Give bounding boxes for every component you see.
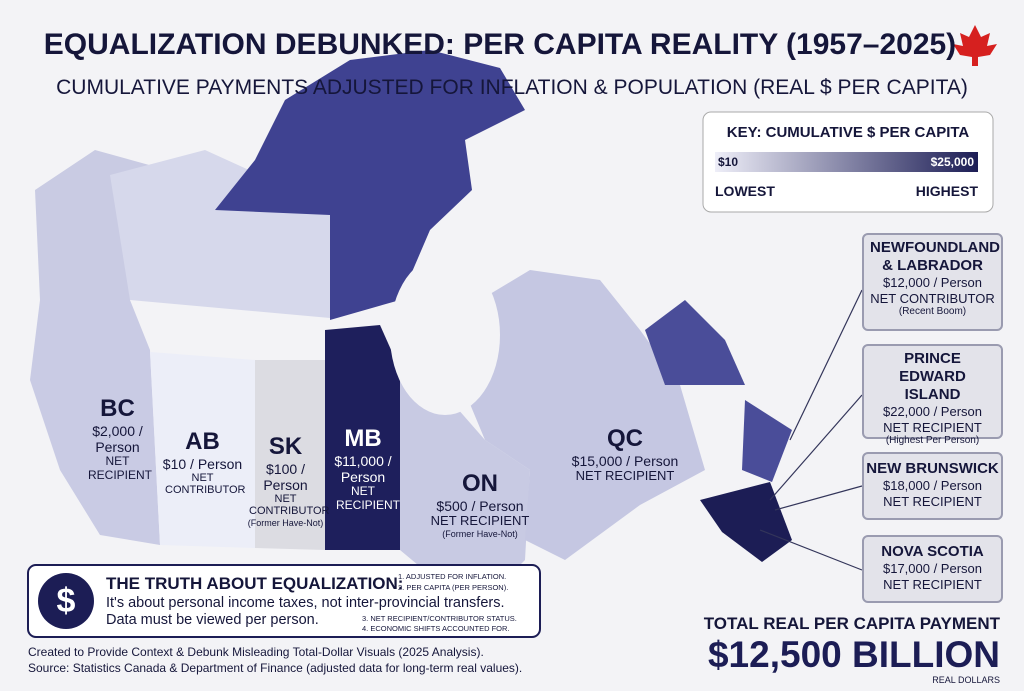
callout: NEWFOUNDLAND & LABRADOR $12,000 / Person… (862, 233, 1003, 331)
callout-name: NEWFOUNDLAND & LABRADOR (870, 239, 1000, 274)
callout-status: NET CONTRIBUTOR (870, 290, 995, 306)
key-title: KEY: CUMULATIVE $ PER CAPITA (726, 124, 970, 141)
subtitle: CUMULATIVE PAYMENTS ADJUSTED FOR INFLATI… (56, 76, 968, 99)
key-gradient (715, 152, 978, 172)
connector (789, 289, 863, 441)
province-status: NET CONTRIBUTOR (249, 492, 330, 518)
key-high: HIGHEST (915, 183, 978, 199)
saskatchewan (255, 360, 325, 550)
key-low: LOWEST (715, 183, 775, 199)
province-label: MB $11,000 / Person NET RECIPIENT (326, 425, 400, 512)
manitoba (325, 325, 400, 550)
british-columbia (30, 300, 160, 545)
alberta (150, 352, 255, 548)
callout-status: NET RECIPIENT (883, 576, 982, 592)
province-label: BC $2,000 / Person NET RECIPIENT (80, 395, 155, 482)
truth-body: It's about personal income taxes, not in… (106, 595, 505, 628)
province-label: SK $100 / Person NET CONTRIBUTOR (Former… (243, 433, 330, 529)
callout: NOVA SCOTIA $17,000 / Person NET RECIPIE… (862, 535, 1003, 603)
truth-note: 1. ADJUSTED FOR INFLATION. (398, 572, 507, 581)
labrador (645, 300, 745, 385)
connectors (759, 289, 863, 571)
callout: NEW BRUNSWICK $18,000 / Person NET RECIP… (862, 452, 1003, 520)
province-code: AB (185, 428, 220, 455)
connector (769, 394, 863, 501)
connector (774, 485, 863, 511)
hudson-bay (390, 255, 500, 415)
footer-line: Source: Statistics Canada & Department o… (28, 661, 523, 675)
callout-amount: $18,000 / Person (882, 478, 983, 493)
total-label: TOTAL REAL PER CAPITA PAYMENT (703, 614, 1000, 633)
title: EQUALIZATION DEBUNKED: PER CAPITA REALIT… (43, 28, 957, 61)
key-min: $10 (718, 155, 739, 169)
total-amount: $12,500 BILLION (707, 634, 1000, 675)
truth-title: THE TRUTH ABOUT EQUALIZATION: (106, 574, 404, 593)
callout-amount: $12,000 / Person (882, 275, 983, 290)
callout-note: (Recent Boom) (898, 306, 967, 318)
province-status: NET RECIPIENT (336, 483, 401, 512)
province-amount: $2,000 / Person (92, 422, 143, 455)
callout-name: PRINCE EDWARD ISLAND (899, 350, 966, 403)
ontario (400, 370, 530, 605)
quebec (460, 270, 705, 560)
province-amount: $500 / Person (436, 497, 524, 514)
key-max: $25,000 (930, 155, 974, 169)
truth-box (27, 564, 541, 638)
callout-amount: $22,000 / Person (882, 404, 983, 419)
callout: PRINCE EDWARD ISLAND $22,000 / Person NE… (862, 344, 1003, 446)
province-code: ON (462, 470, 498, 497)
total-unit: REAL DOLLARS (932, 675, 1000, 685)
province-amount: $100 / Person (263, 460, 308, 493)
icon-symbol: $ (56, 582, 76, 620)
province-status: NET RECIPIENT (88, 453, 153, 482)
province-status: NET CONTRIBUTOR (165, 471, 246, 497)
dollar-icon (38, 573, 94, 629)
province-amount: $10 / Person (162, 455, 243, 472)
callout-name: NOVA SCOTIA (881, 543, 984, 560)
province-code: BC (100, 395, 135, 422)
province-status: NET RECIPIENT (430, 512, 530, 528)
province-note: (Former Have-Not) (247, 518, 324, 529)
maritimes (700, 482, 792, 562)
nunavut (215, 50, 525, 320)
province-code: QC (607, 425, 643, 452)
province-code: SK (268, 433, 303, 460)
maple-leaf (953, 25, 997, 66)
newfoundland (742, 400, 792, 482)
callout-status: NET RECIPIENT (883, 493, 982, 509)
truth-note: 2. PER CAPITA (PER PERSON). (398, 583, 509, 592)
province-status: NET RECIPIENT (575, 467, 675, 483)
province-label: ON $500 / Person NET RECIPIENT (Former H… (420, 470, 540, 539)
province-amount: $15,000 / Person (571, 452, 679, 469)
callout-name: NEW BRUNSWICK (866, 460, 999, 477)
footer-line: Created to Provide Context & Debunk Misl… (28, 645, 484, 659)
callout-note: (Highest Per Person) (885, 435, 980, 447)
province-label: QC $15,000 / Person NET RECIPIENT (555, 425, 695, 484)
province-amount: $11,000 / Person (334, 452, 392, 485)
province-label: AB $10 / Person NET CONTRIBUTOR (155, 428, 250, 497)
province-note: (Former Have-Not) (442, 528, 518, 539)
connector (759, 529, 863, 571)
truth-note: 3. NET RECIPIENT/CONTRIBUTOR STATUS. (362, 614, 517, 623)
truth-note: 4. ECONOMIC SHIFTS ACCOUNTED FOR. (362, 624, 510, 633)
province-code: MB (344, 425, 382, 452)
callout-status: NET RECIPIENT (883, 419, 982, 435)
callout-amount: $17,000 / Person (882, 561, 983, 576)
